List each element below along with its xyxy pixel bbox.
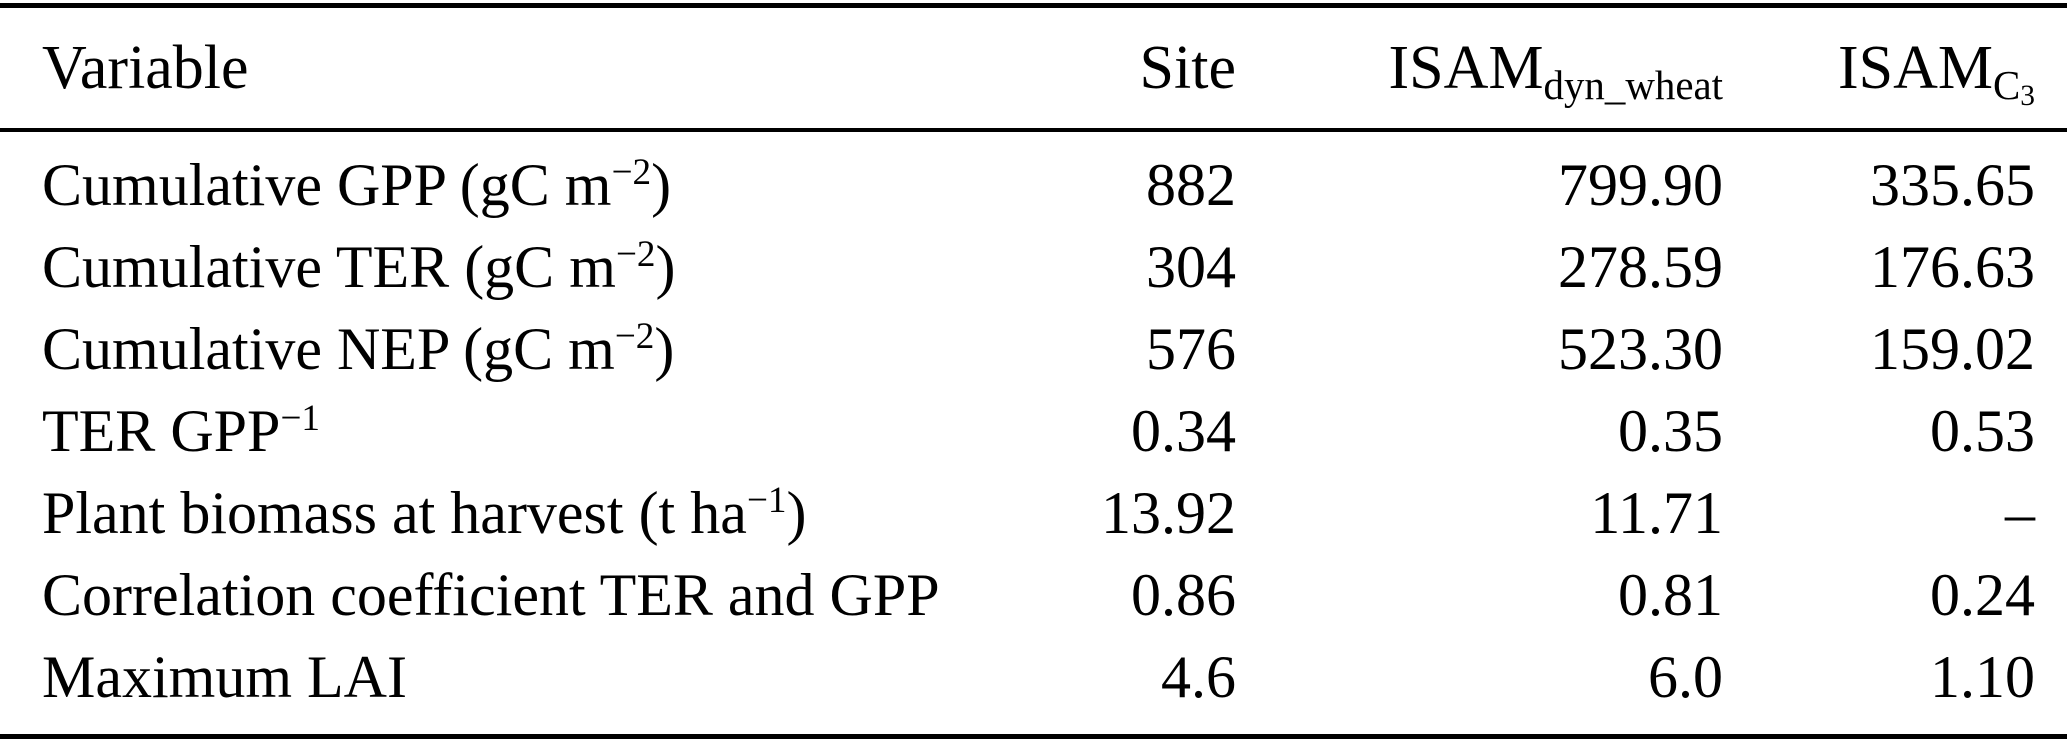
row-label: Cumulative TER (gC m−2) <box>42 233 996 302</box>
table-row: Cumulative NEP (gC m−2) 576 523.30 159.0… <box>0 308 2067 390</box>
isam-dyn-wheat-value: 0.35 <box>1618 397 1723 464</box>
table-top-rule <box>0 3 2067 8</box>
site-value: 13.92 <box>1101 479 1236 546</box>
site-value: 304 <box>1146 233 1236 300</box>
row-label: TER GPP−1 <box>42 397 996 466</box>
row-label-text: Maximum LAI <box>42 643 407 710</box>
table-body: Cumulative GPP (gC m−2) 882 799.90 335.6… <box>0 132 2067 734</box>
isam-c3-value: 1.10 <box>1930 643 2035 710</box>
row-label: Cumulative GPP (gC m−2) <box>42 151 996 220</box>
isam-c3-subscript-letter: C <box>1992 62 2021 108</box>
row-label: Correlation coefficient TER and GPP <box>42 561 996 630</box>
row-label-superscript: −2 <box>615 234 656 276</box>
isam-dyn-wheat-value: 799.90 <box>1558 151 1723 218</box>
row-label-close: ) <box>655 233 676 300</box>
row-label: Plant biomass at harvest (t ha−1) <box>42 479 996 548</box>
isam-dyn-wheat-value: 6.0 <box>1648 643 1723 710</box>
table-row: Maximum LAI 4.6 6.0 1.10 <box>0 636 2067 718</box>
isam-c3-base: ISAM <box>1837 33 1993 102</box>
isam-dyn-wheat-value: 523.30 <box>1558 315 1723 382</box>
isam-c3-value: 0.24 <box>1930 561 2035 628</box>
isam-c3-subscript: C3 <box>1992 62 2035 112</box>
isam-dyn-wheat-value: 0.81 <box>1618 561 1723 628</box>
header-isam-dyn-wheat: ISAMdyn_wheat <box>1236 33 1723 108</box>
row-label-text: Cumulative TER (gC m <box>42 233 616 300</box>
header-site: Site <box>1139 33 1236 102</box>
table-bottom-rule <box>0 734 2067 739</box>
site-value: 4.6 <box>1161 643 1236 710</box>
header-variable: Variable <box>42 33 249 102</box>
row-label-close: ) <box>651 151 672 218</box>
isam-c3-value: – <box>2005 479 2035 546</box>
row-label-text: Cumulative NEP (gC m <box>42 315 615 382</box>
table-row: TER GPP−1 0.34 0.35 0.53 <box>0 390 2067 472</box>
table-row: Correlation coefficient TER and GPP 0.86… <box>0 554 2067 636</box>
row-label-superscript: −1 <box>746 480 787 522</box>
site-value: 576 <box>1146 315 1236 382</box>
header-isam-c3: ISAMC3 <box>1723 33 2035 113</box>
site-value: 0.34 <box>1131 397 1236 464</box>
table-header-rule <box>0 128 2067 132</box>
row-label-text: Correlation coefficient TER and GPP <box>42 561 940 628</box>
row-label-superscript: −1 <box>280 398 320 440</box>
isam-dyn-wheat-value: 11.71 <box>1590 479 1723 546</box>
isam-c3-value: 0.53 <box>1930 397 2035 464</box>
row-label-text: TER GPP <box>42 397 281 464</box>
table-row: Plant biomass at harvest (t ha−1) 13.92 … <box>0 472 2067 554</box>
site-value: 0.86 <box>1131 561 1236 628</box>
row-label: Cumulative NEP (gC m−2) <box>42 315 996 384</box>
isam-c3-value: 159.02 <box>1870 315 2035 382</box>
row-label: Maximum LAI <box>42 643 996 712</box>
isam-dyn-wheat-base: ISAM <box>1388 33 1544 102</box>
row-label-text: Plant biomass at harvest (t ha <box>42 479 747 546</box>
row-label-text: Cumulative GPP (gC m <box>42 151 612 218</box>
site-value: 882 <box>1146 151 1236 218</box>
isam-c3-subscript-number: 3 <box>2020 80 2035 113</box>
isam-dyn-wheat-subscript: dyn_wheat <box>1543 62 1723 108</box>
isam-c3-value: 335.65 <box>1870 151 2035 218</box>
row-label-superscript: −2 <box>611 152 652 194</box>
row-label-close: ) <box>786 479 807 546</box>
row-label-superscript: −2 <box>614 316 655 358</box>
table-header-row: Variable Site ISAMdyn_wheat ISAMC3 <box>0 8 2067 128</box>
table-row: Cumulative GPP (gC m−2) 882 799.90 335.6… <box>0 144 2067 226</box>
isam-dyn-wheat-value: 278.59 <box>1558 233 1723 300</box>
isam-c3-value: 176.63 <box>1870 233 2035 300</box>
table-row: Cumulative TER (gC m−2) 304 278.59 176.6… <box>0 226 2067 308</box>
row-label-close: ) <box>654 315 675 382</box>
